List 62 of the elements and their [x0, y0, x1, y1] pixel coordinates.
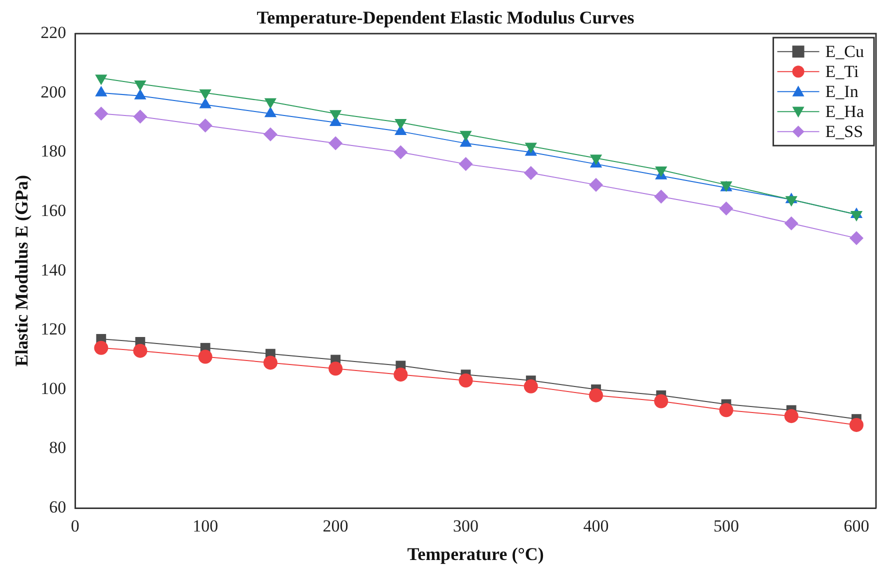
point [719, 202, 734, 216]
x-tick-label: 600 [844, 516, 870, 536]
x-tick-label: 400 [583, 516, 609, 536]
point [329, 110, 342, 121]
point [198, 350, 212, 364]
x-tick-label: 500 [713, 516, 739, 536]
point [784, 216, 798, 230]
y-tick-label: 100 [40, 378, 66, 398]
y-tick-label: 220 [40, 23, 66, 42]
x-tick-label: 0 [70, 516, 80, 536]
y-tick-label: 180 [40, 142, 66, 161]
x-tick-label: 100 [192, 516, 218, 536]
y-tick-label: 120 [40, 320, 66, 339]
chart-title: Temperature-Dependent Elastic Modulus Curves [256, 7, 634, 28]
point [198, 118, 212, 133]
point [328, 136, 343, 150]
point [134, 80, 146, 92]
legend-label: E_Ti [825, 62, 859, 82]
point [719, 403, 734, 418]
point [849, 231, 864, 246]
legend-label: E_SS [825, 122, 864, 142]
y-tick-label: 140 [40, 260, 66, 280]
y-axis-title: Elastic Modulus E (GPa) [11, 175, 32, 367]
point [394, 119, 407, 130]
y-tick-label: 80 [49, 438, 66, 458]
point [655, 166, 668, 177]
point [394, 145, 408, 160]
point [264, 98, 277, 109]
point [460, 130, 472, 142]
point [263, 127, 278, 142]
point [94, 340, 108, 355]
point [199, 89, 212, 100]
point [263, 356, 278, 370]
x-tick-label: 300 [453, 516, 479, 536]
point [394, 368, 408, 382]
point [784, 409, 798, 424]
legend-label: E_Ha [825, 102, 864, 122]
point [849, 418, 864, 432]
point [524, 142, 537, 154]
y-tick-label: 200 [40, 82, 66, 102]
point [524, 379, 538, 394]
y-tick-label: 60 [49, 497, 66, 516]
x-tick-label: 200 [322, 516, 348, 536]
point [458, 157, 473, 172]
point [95, 74, 108, 86]
point [589, 388, 604, 402]
point [458, 374, 473, 388]
point [328, 362, 343, 376]
legend-label: E_Cu [825, 42, 864, 62]
point [133, 110, 148, 124]
x-axis-title: Temperature (°C) [407, 544, 544, 564]
point [785, 196, 798, 207]
point [94, 106, 108, 121]
y-tick-label: 160 [40, 200, 66, 220]
legend-label: E_In [825, 82, 859, 102]
point [524, 166, 538, 180]
point [654, 394, 668, 408]
point [133, 344, 148, 358]
point [850, 210, 863, 222]
point [589, 178, 604, 192]
point [654, 190, 668, 204]
point [590, 154, 602, 166]
